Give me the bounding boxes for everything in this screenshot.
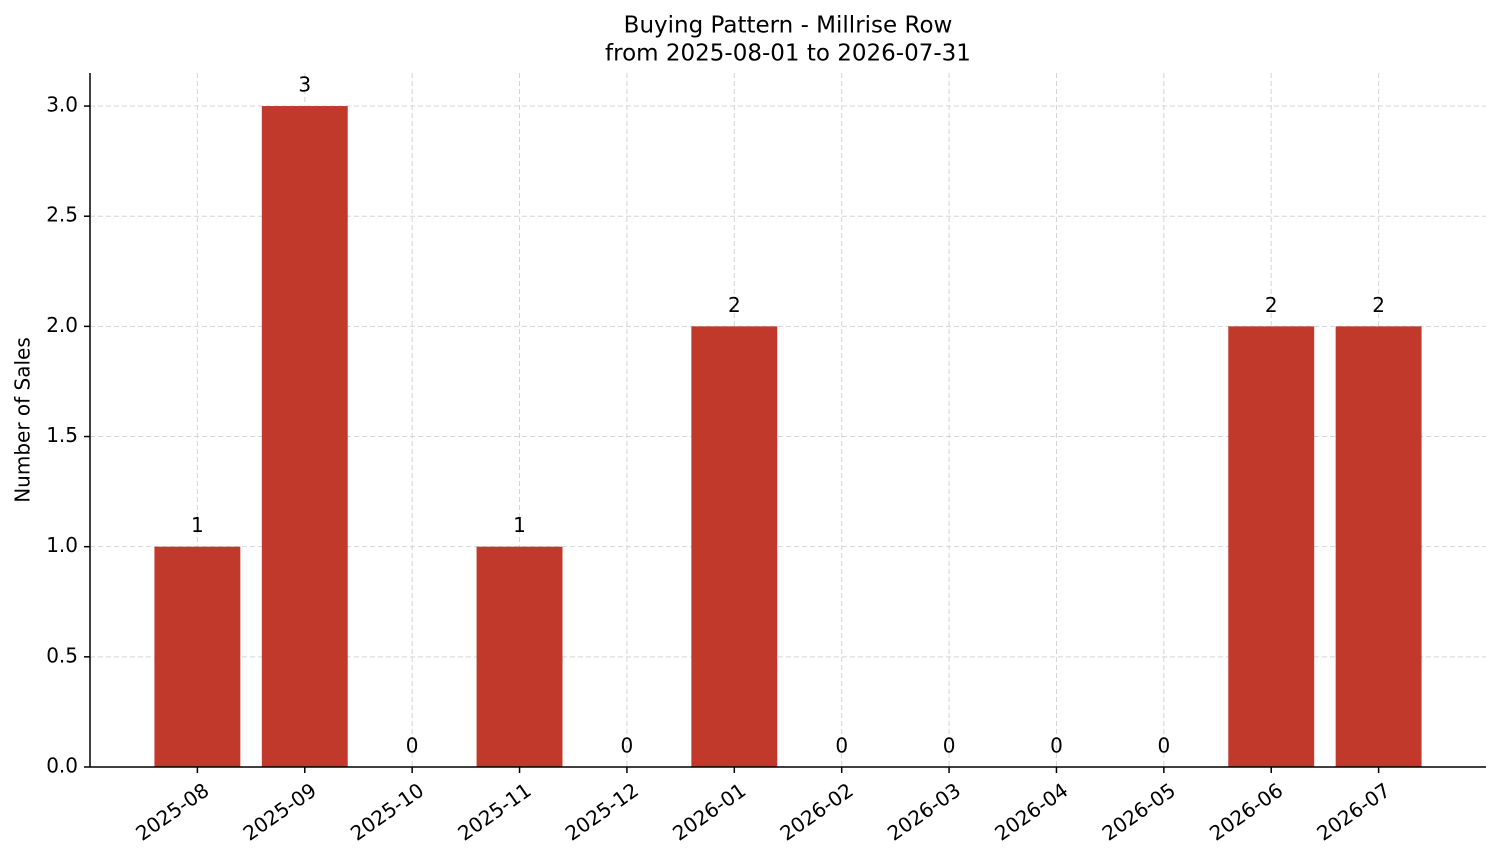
x-tick-label: 2026-05 <box>1098 778 1180 846</box>
data-label: 0 <box>621 734 634 758</box>
data-label: 2 <box>1265 293 1278 317</box>
y-tick-label: 1.5 <box>46 423 78 447</box>
data-label: 0 <box>1157 734 1170 758</box>
x-tick-label: 2026-03 <box>883 778 965 846</box>
y-axis-label: Number of Sales <box>11 337 35 503</box>
y-tick-label: 3.0 <box>46 93 78 117</box>
y-tick-label: 0.5 <box>46 643 78 667</box>
x-tick-label: 2025-11 <box>453 778 535 846</box>
y-tick-label: 2.5 <box>46 203 78 227</box>
x-tick-label: 2025-12 <box>561 778 643 846</box>
x-tick-label: 2026-07 <box>1312 778 1394 846</box>
data-label: 0 <box>1050 734 1063 758</box>
x-tick-label: 2025-09 <box>239 778 321 846</box>
x-tick-label: 2026-02 <box>775 778 857 846</box>
chart-subtitle: from 2025-08-01 to 2026-07-31 <box>605 41 971 67</box>
data-label: 1 <box>513 513 526 537</box>
bar <box>1228 326 1315 767</box>
y-tick-label: 1.0 <box>46 533 78 557</box>
bar <box>1335 326 1422 767</box>
x-tick-label: 2026-01 <box>668 778 750 846</box>
y-tick-label: 0.0 <box>46 754 78 778</box>
x-tick-label: 2026-06 <box>1205 778 1287 846</box>
x-tick-label: 2025-08 <box>131 778 213 846</box>
bar <box>476 546 563 767</box>
data-label: 0 <box>943 734 956 758</box>
data-label: 0 <box>835 734 848 758</box>
chart-title: Buying Pattern - Millrise Row <box>624 13 953 39</box>
x-tick-label: 2025-10 <box>346 778 428 846</box>
data-label: 2 <box>728 293 741 317</box>
x-tick-label: 2026-04 <box>990 778 1072 846</box>
bar <box>691 326 778 767</box>
bar <box>154 546 241 767</box>
data-label: 3 <box>298 73 311 97</box>
y-tick-label: 2.0 <box>46 313 78 337</box>
data-label: 1 <box>191 513 204 537</box>
bar <box>261 106 348 768</box>
data-label: 0 <box>406 734 419 758</box>
data-label: 2 <box>1372 293 1385 317</box>
